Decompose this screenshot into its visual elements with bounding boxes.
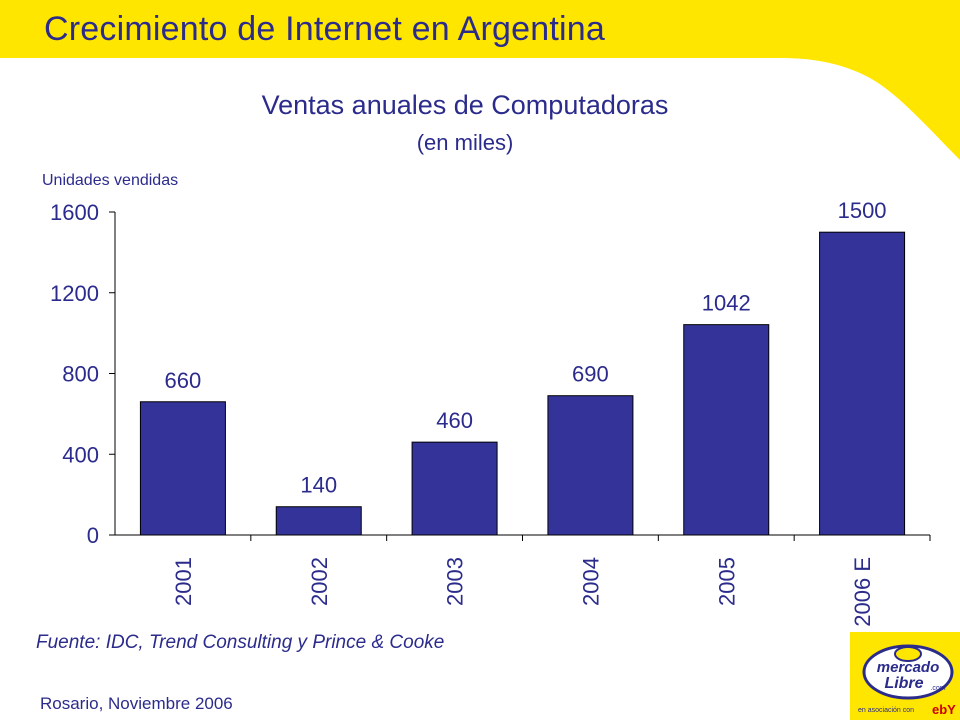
x-tick-label: 2005 (714, 557, 739, 606)
bar (411, 441, 498, 536)
logo-mark: mercado Libre .com en asociación con ebY (858, 644, 956, 717)
x-tick-label: 2002 (307, 557, 332, 606)
x-tick-label: 2003 (443, 557, 468, 606)
footer-date: Rosario, Noviembre 2006 (40, 694, 233, 713)
logo-suffix: .com (930, 685, 945, 692)
chart-subtitle: (en miles) (416, 130, 514, 155)
y-tick-label: 0 (87, 523, 99, 548)
bar-value-label: 660 (165, 368, 202, 393)
chart-title: Ventas anuales de Computadoras (261, 90, 669, 120)
bar (275, 506, 362, 536)
x-tick-label: 2006 E (850, 557, 875, 627)
partner-text: en asociación con (858, 707, 914, 714)
ebay-logo-text: ebY (932, 702, 956, 717)
mercadolibre-logo: mercado Libre .com en asociación con ebY (850, 632, 960, 720)
bar-value-label: 140 (300, 473, 337, 498)
bar-value-label: 690 (572, 362, 609, 387)
yellow-banner (0, 0, 960, 160)
bar (819, 231, 906, 536)
source-note: Fuente: IDC, Trend Consulting y Prince &… (36, 632, 445, 653)
bar-value-label: 1500 (838, 198, 887, 223)
x-tick-label: 2001 (171, 557, 196, 606)
bar (683, 324, 770, 536)
y-tick-label: 1200 (50, 281, 99, 306)
slide-title: Crecimiento de Internet en Argentina (44, 10, 605, 48)
bar-value-label: 460 (436, 408, 473, 433)
logo-line2: Libre (884, 675, 923, 692)
bar (139, 401, 226, 536)
bar (547, 395, 634, 536)
y-axis-label: Unidades vendidas (42, 172, 179, 189)
y-tick-label: 400 (62, 442, 99, 467)
y-tick-label: 800 (62, 362, 99, 387)
x-tick-label: 2004 (578, 557, 603, 606)
bar-value-label: 1042 (702, 291, 751, 316)
y-tick-label: 1600 (50, 200, 99, 225)
handshake-icon (894, 646, 922, 662)
logo-line1: mercado (877, 659, 940, 676)
